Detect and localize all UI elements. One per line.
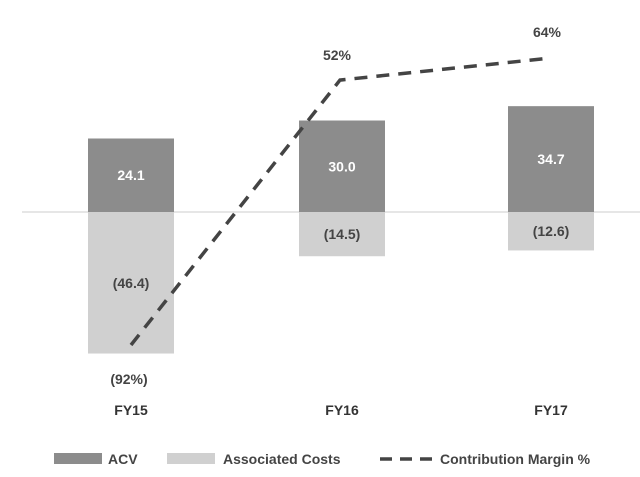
- legend: ACV Associated Costs Contribution Margin %: [54, 451, 591, 467]
- category-label: FY16: [325, 402, 359, 418]
- cost-value-label: (12.6): [533, 223, 570, 239]
- acv-bar-fy16: [299, 120, 385, 212]
- acv-value-label: 24.1: [117, 167, 144, 183]
- margin-value-label: 64%: [533, 24, 562, 40]
- cost-bar-fy16: [299, 212, 385, 257]
- acv-bar-fy17: [508, 106, 594, 212]
- legend-cost-label: Associated Costs: [223, 451, 341, 467]
- cost-bar-fy15: [88, 212, 174, 354]
- margin-value-label: 52%: [323, 47, 352, 63]
- cost-value-label: (46.4): [113, 275, 150, 291]
- labels-layer: 24.1 (46.4) FY15 30.0 (14.5) FY16 34.7 (12.6) FY…: [110, 24, 569, 418]
- margin-value-label: (92%): [110, 371, 147, 387]
- legend-acv-swatch: [54, 453, 102, 464]
- acv-value-label: 34.7: [537, 151, 564, 167]
- cost-value-label: (14.5): [324, 226, 361, 242]
- category-label: FY15: [114, 402, 148, 418]
- margin-line: [129, 56, 552, 347]
- category-label: FY17: [534, 402, 568, 418]
- margin-line-layer: [129, 56, 552, 347]
- bars-layer: [88, 106, 594, 354]
- cost-bar-fy17: [508, 212, 594, 251]
- acv-value-label: 30.0: [328, 158, 355, 174]
- legend-cost-swatch: [167, 453, 215, 464]
- acv-bar-fy15: [88, 138, 174, 212]
- legend-margin-label: Contribution Margin %: [440, 451, 591, 467]
- legend-acv-label: ACV: [108, 451, 138, 467]
